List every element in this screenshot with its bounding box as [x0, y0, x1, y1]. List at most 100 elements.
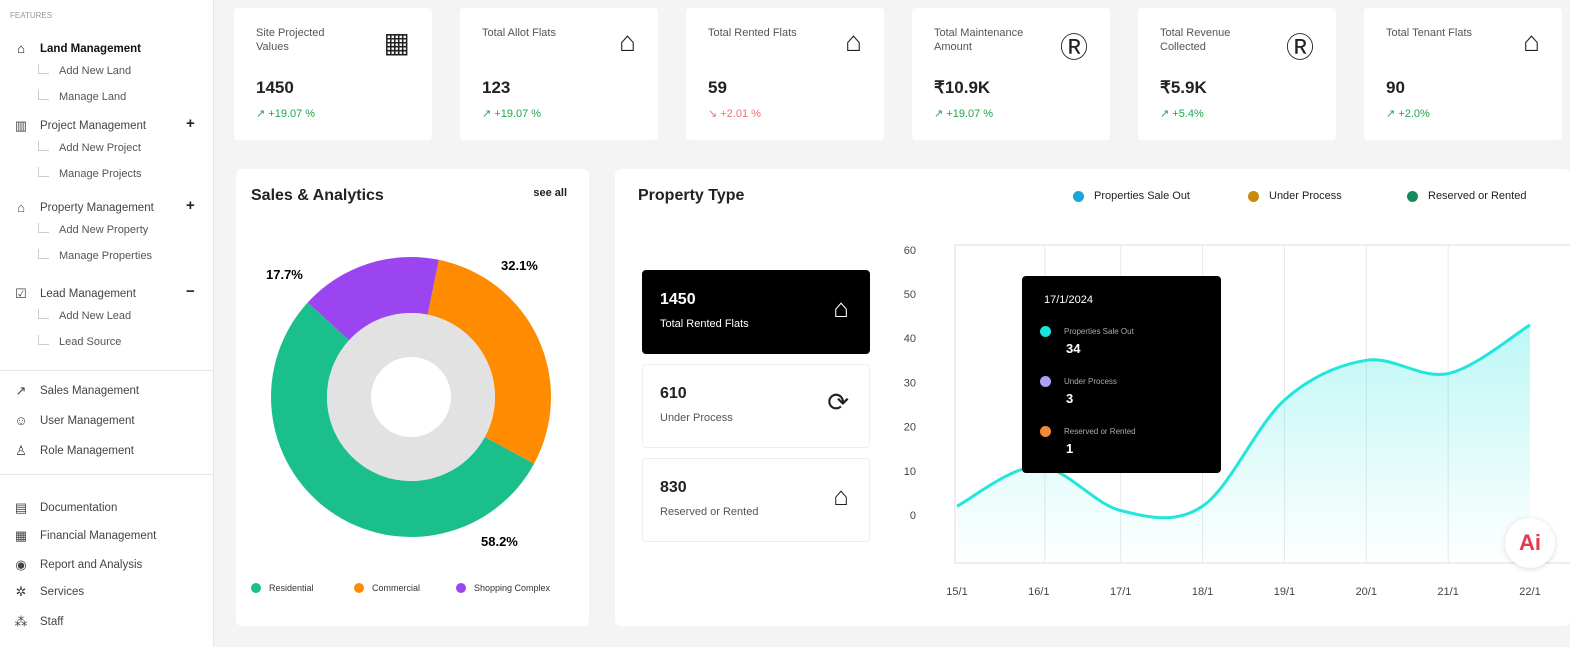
sidebar-item[interactable]: ✲ Services — [12, 584, 85, 600]
subitem-label: Manage Projects — [59, 168, 142, 180]
see-all-link[interactable]: see all — [533, 187, 567, 199]
trend-up-icon: ↗ — [1160, 108, 1170, 120]
sidebar-item[interactable]: ⌂ Land Management — [12, 41, 141, 56]
sidebar-subitem[interactable]: Manage Projects — [38, 168, 142, 180]
sidebar-subitem[interactable]: Add New Lead — [38, 310, 131, 322]
building-icon: ⌂ — [845, 26, 862, 57]
sidebar-item[interactable]: ▦ Financial Management — [12, 528, 157, 544]
stat-card: Site Projected Values ▦ 1450 ↗ +19.07 % — [234, 8, 432, 140]
subitem-label: Manage Properties — [59, 250, 152, 262]
sidebar-subitem[interactable]: Add New Property — [38, 224, 148, 236]
trend-up-icon: ↗ — [934, 108, 944, 120]
sidebar-item-label: Project Management — [40, 120, 147, 132]
donut-slice[interactable] — [427, 259, 551, 464]
card-change: ↗ +19.07 % — [256, 107, 315, 120]
report-icon: ◉ — [15, 557, 27, 572]
property-stat-card: 610 Under Process ⟳ — [642, 364, 870, 448]
legend-label: Under Process — [1269, 190, 1342, 202]
legend-label: Shopping Complex — [474, 583, 551, 593]
subitem-label: Lead Source — [59, 336, 122, 348]
ai-assistant-button[interactable]: Ai — [1505, 518, 1555, 568]
rupee-icon: Ⓡ — [1285, 32, 1314, 63]
change-text: +2.0% — [1398, 108, 1430, 120]
house-search-icon: ⌂ — [833, 481, 849, 511]
sidebar-item[interactable]: ▥ Project Management — [12, 118, 146, 134]
card-value: 90 — [1386, 78, 1405, 97]
property-stat-card: 830 Reserved or Rented ⌂ — [642, 458, 870, 542]
subitem-label: Add New Lead — [59, 310, 132, 322]
tooltip-dot-reserved — [1040, 426, 1051, 437]
panel-title: Sales & Analytics — [251, 187, 384, 204]
user-icon: ☺ — [14, 413, 28, 428]
sidebar-subitem[interactable]: Manage Land — [38, 91, 126, 103]
card-change: ↗ +2.0% — [1386, 107, 1430, 120]
sidebar-item[interactable]: ▤ Documentation — [12, 500, 118, 516]
sidebar-item[interactable]: ↗ Sales Management — [12, 383, 140, 399]
stat-label: Total Rented Flats — [660, 318, 749, 330]
tenant-icon: ⌂ — [1523, 26, 1540, 57]
change-text: +5.4% — [1172, 108, 1204, 120]
chart-tooltip: 17/1/2024 Properties Sale Out 34 Under P… — [1022, 276, 1221, 473]
donut-hole — [371, 357, 451, 437]
legend-item[interactable]: Properties Sale Out — [1073, 190, 1190, 202]
warehouse-icon: ▦ — [383, 27, 410, 58]
donut-slice[interactable] — [270, 302, 535, 537]
stat-label: Under Process — [660, 412, 733, 424]
house-icon: ⌂ — [17, 200, 25, 215]
staff-icon: ⁂ — [14, 614, 28, 629]
sidebar-item[interactable]: ☺ User Management — [12, 413, 135, 428]
expand-toggle[interactable]: − — [186, 283, 195, 300]
property-stat-card: 1450 Total Rented Flats ⌂ — [642, 270, 870, 354]
card-value: ₹10.9K — [934, 78, 991, 97]
tooltip-date: 17/1/2024 — [1044, 294, 1093, 306]
sidebar-item-label: Report and Analysis — [40, 559, 143, 571]
legend-item[interactable]: Reserved or Rented — [1407, 190, 1526, 202]
sidebar-item-label: Property Management — [40, 201, 154, 214]
subitem-label: Add New Land — [59, 65, 132, 77]
card-title: Total Maintenance Amount — [934, 27, 1024, 53]
sidebar-item-label: Financial Management — [40, 530, 157, 542]
trend-up-icon: ↗ — [256, 108, 266, 120]
donut-slice[interactable] — [307, 257, 439, 341]
land-icon: ⌂ — [17, 41, 25, 56]
card-value: 123 — [482, 78, 511, 97]
sidebar-item[interactable]: ♙ Role Management — [12, 443, 134, 459]
card-change: ↗ +5.4% — [1160, 107, 1204, 120]
sidebar-item[interactable]: ⌂ Property Management — [12, 200, 154, 215]
tooltip-dot-process — [1040, 376, 1051, 387]
sidebar-item-label: Services — [40, 586, 85, 598]
sidebar-item[interactable]: ☑ Lead Management — [12, 286, 136, 302]
sidebar-subitem[interactable]: Lead Source — [38, 336, 121, 348]
change-text: +19.07 % — [494, 108, 542, 120]
slice-label: 17.7% — [266, 267, 303, 282]
expand-toggle[interactable]: + — [186, 197, 195, 214]
subitem-label: Add New Project — [59, 142, 141, 154]
sidebar-item[interactable]: ⁂ Staff — [12, 614, 64, 630]
sidebar-subitem[interactable]: Add New Project — [38, 142, 141, 154]
sidebar: FEATURES ⌂ Land Management Add New Land Man… — [0, 0, 214, 647]
finance-icon: ▦ — [14, 528, 28, 543]
card-title: Total Revenue Collected — [1160, 27, 1231, 53]
legend-dot — [456, 583, 466, 593]
rupee-icon: Ⓡ — [1059, 32, 1088, 63]
trend-icon: ↗ — [15, 383, 27, 398]
divider — [0, 370, 213, 371]
legend-item[interactable]: Under Process — [1248, 190, 1342, 202]
card-value: ₹5.9K — [1160, 78, 1207, 97]
trend-up-icon: ↗ — [482, 108, 492, 120]
sidebar-subitem[interactable]: Manage Properties — [38, 250, 152, 262]
section-label: FEATURES — [10, 11, 53, 20]
donut-chart: 58.2% 32.1% 17.7% Residential Commercial Shop… — [251, 257, 551, 593]
chart-icon: ▥ — [14, 118, 28, 133]
sidebar-item-label: User Management — [40, 414, 135, 427]
sidebar-item-label: Lead Management — [40, 288, 136, 300]
sidebar-item-label: Staff — [40, 616, 64, 628]
building-icon: ⌂ — [833, 293, 849, 323]
role-icon: ♙ — [15, 443, 27, 458]
sidebar-subitem[interactable]: Add New Land — [38, 65, 131, 77]
card-title: Total Tenant Flats — [1386, 27, 1473, 39]
expand-toggle[interactable]: + — [186, 115, 195, 132]
document-icon: ▤ — [14, 500, 28, 515]
sidebar-item[interactable]: ◉ Report and Analysis — [12, 557, 142, 573]
sidebar-item-label: Land Management — [40, 42, 141, 55]
